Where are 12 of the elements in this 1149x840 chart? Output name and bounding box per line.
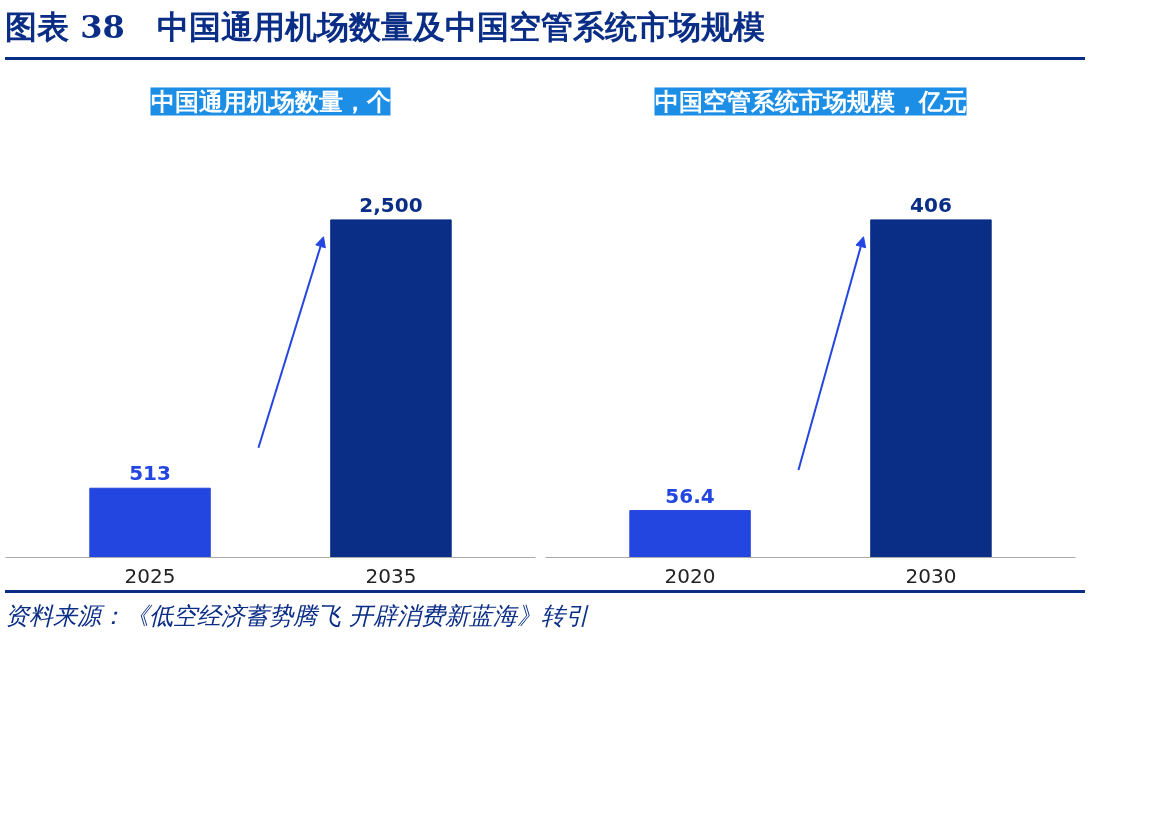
x-tick-label: 2035: [365, 563, 417, 588]
data-label: 406: [910, 192, 952, 217]
x-tick-label: 2025: [124, 563, 176, 588]
data-label: 56.4: [665, 483, 715, 508]
x-tick-label: 2020: [664, 563, 716, 588]
data-label: 2,500: [359, 192, 423, 217]
data-label: 513: [129, 460, 171, 485]
text: 图表 38 中国通用机场数量及中国空管系统市场规模: [5, 7, 765, 48]
text: 资料来源：《低空经济蓄势腾飞 开辟消费新蓝海》转引: [5, 600, 589, 632]
chart-title: 中国空管系统市场规模，亿元: [654, 87, 967, 116]
x-tick-label: 2030: [905, 563, 957, 588]
chart-title: 中国通用机场数量，个: [150, 87, 391, 116]
